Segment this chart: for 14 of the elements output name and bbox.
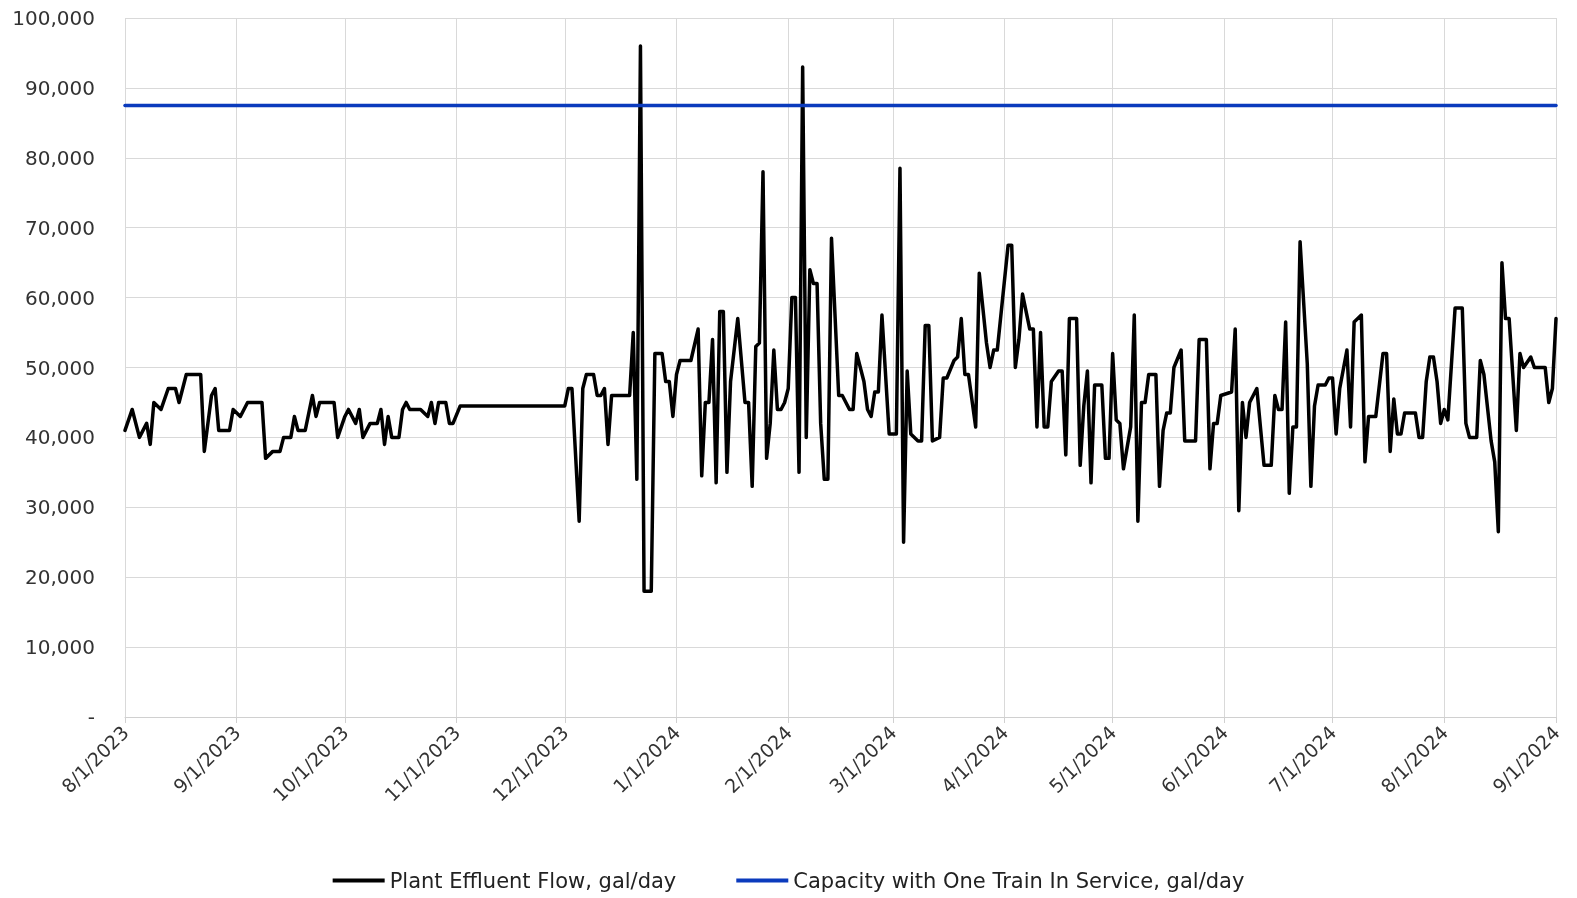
legend-label: Capacity with One Train In Service, gal/day <box>793 868 1245 893</box>
line-series <box>123 44 1558 593</box>
y-tick-label: 90,000 <box>25 75 95 100</box>
legend-label: Plant Effluent Flow, gal/day <box>389 868 677 893</box>
y-tick-label: 30,000 <box>25 495 95 520</box>
y-tick-label: 20,000 <box>25 565 95 590</box>
y-tick-label: 10,000 <box>25 635 95 660</box>
y-tick-label: 70,000 <box>25 215 95 240</box>
y-tick-label: - <box>87 705 95 729</box>
y-tick-label: 100,000 <box>12 6 95 30</box>
y-tick-label: 60,000 <box>25 285 95 310</box>
y-tick-label: 50,000 <box>25 355 95 380</box>
y-tick-label: 80,000 <box>25 145 95 170</box>
y-tick-label: 40,000 <box>25 425 95 450</box>
